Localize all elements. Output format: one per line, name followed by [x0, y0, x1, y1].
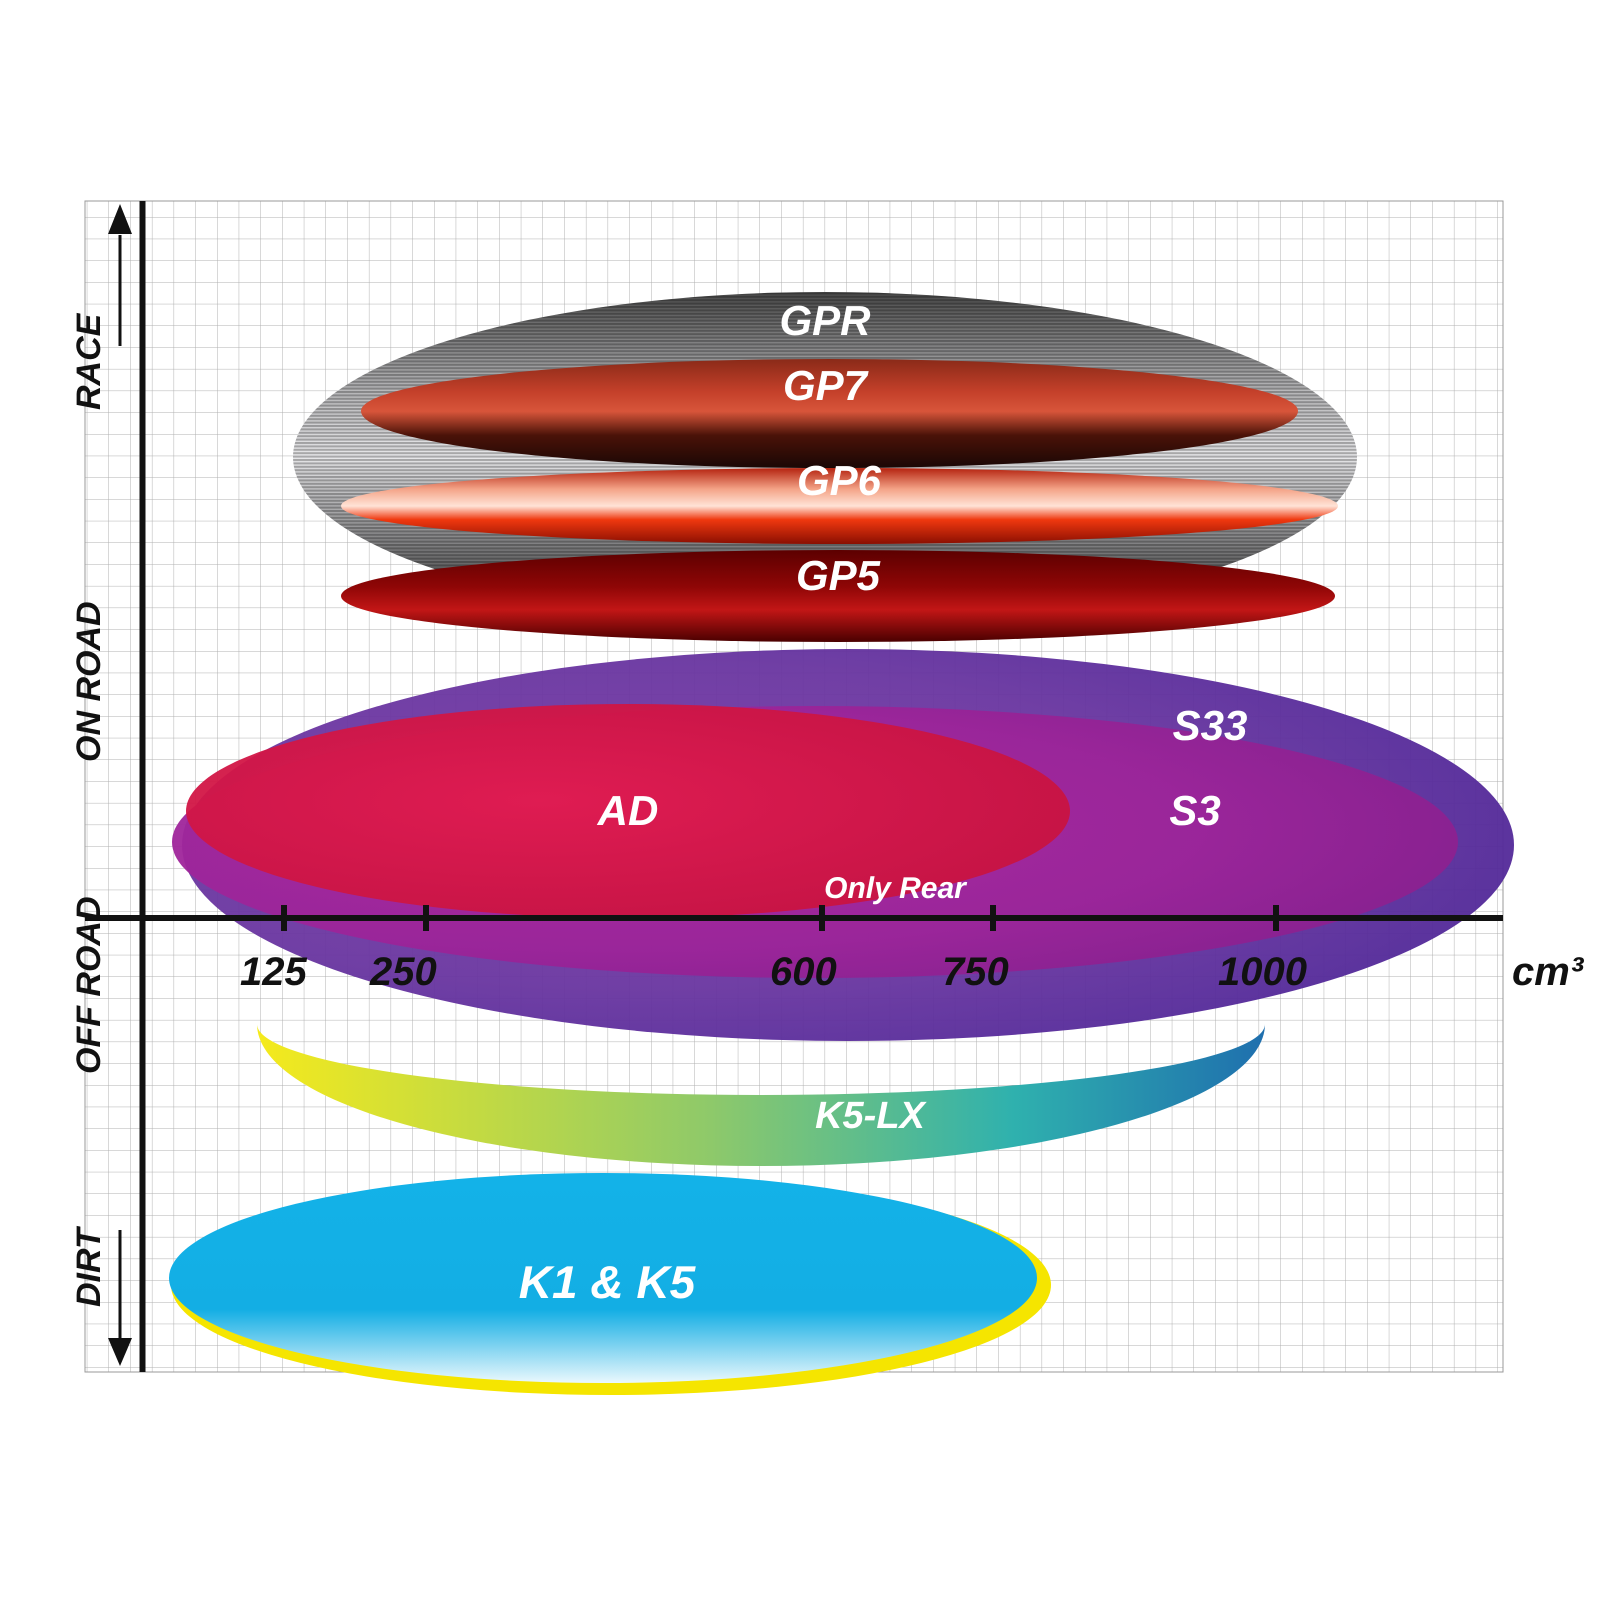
svg-text:1000: 1000 [1218, 950, 1307, 994]
svg-text:GP5: GP5 [796, 552, 881, 599]
svg-text:K1 & K5: K1 & K5 [519, 1256, 697, 1308]
svg-text:750: 750 [942, 950, 1009, 994]
svg-text:RACE: RACE [70, 312, 108, 410]
svg-text:AD: AD [597, 787, 659, 834]
svg-text:GP7: GP7 [783, 362, 869, 409]
svg-text:S3: S3 [1169, 787, 1220, 834]
svg-text:K5-LX: K5-LX [815, 1095, 927, 1137]
svg-text:S33: S33 [1173, 702, 1248, 749]
svg-text:Only Rear: Only Rear [824, 872, 968, 905]
svg-text:GPR: GPR [779, 297, 871, 344]
svg-text:ON ROAD: ON ROAD [70, 601, 108, 762]
svg-text:250: 250 [369, 950, 437, 994]
svg-text:DIRT: DIRT [70, 1225, 108, 1307]
svg-text:125: 125 [240, 950, 307, 994]
svg-text:GP6: GP6 [797, 457, 882, 504]
svg-text:cm³: cm³ [1512, 950, 1585, 994]
svg-text:OFF ROAD: OFF ROAD [70, 896, 108, 1074]
svg-text:600: 600 [770, 950, 837, 994]
